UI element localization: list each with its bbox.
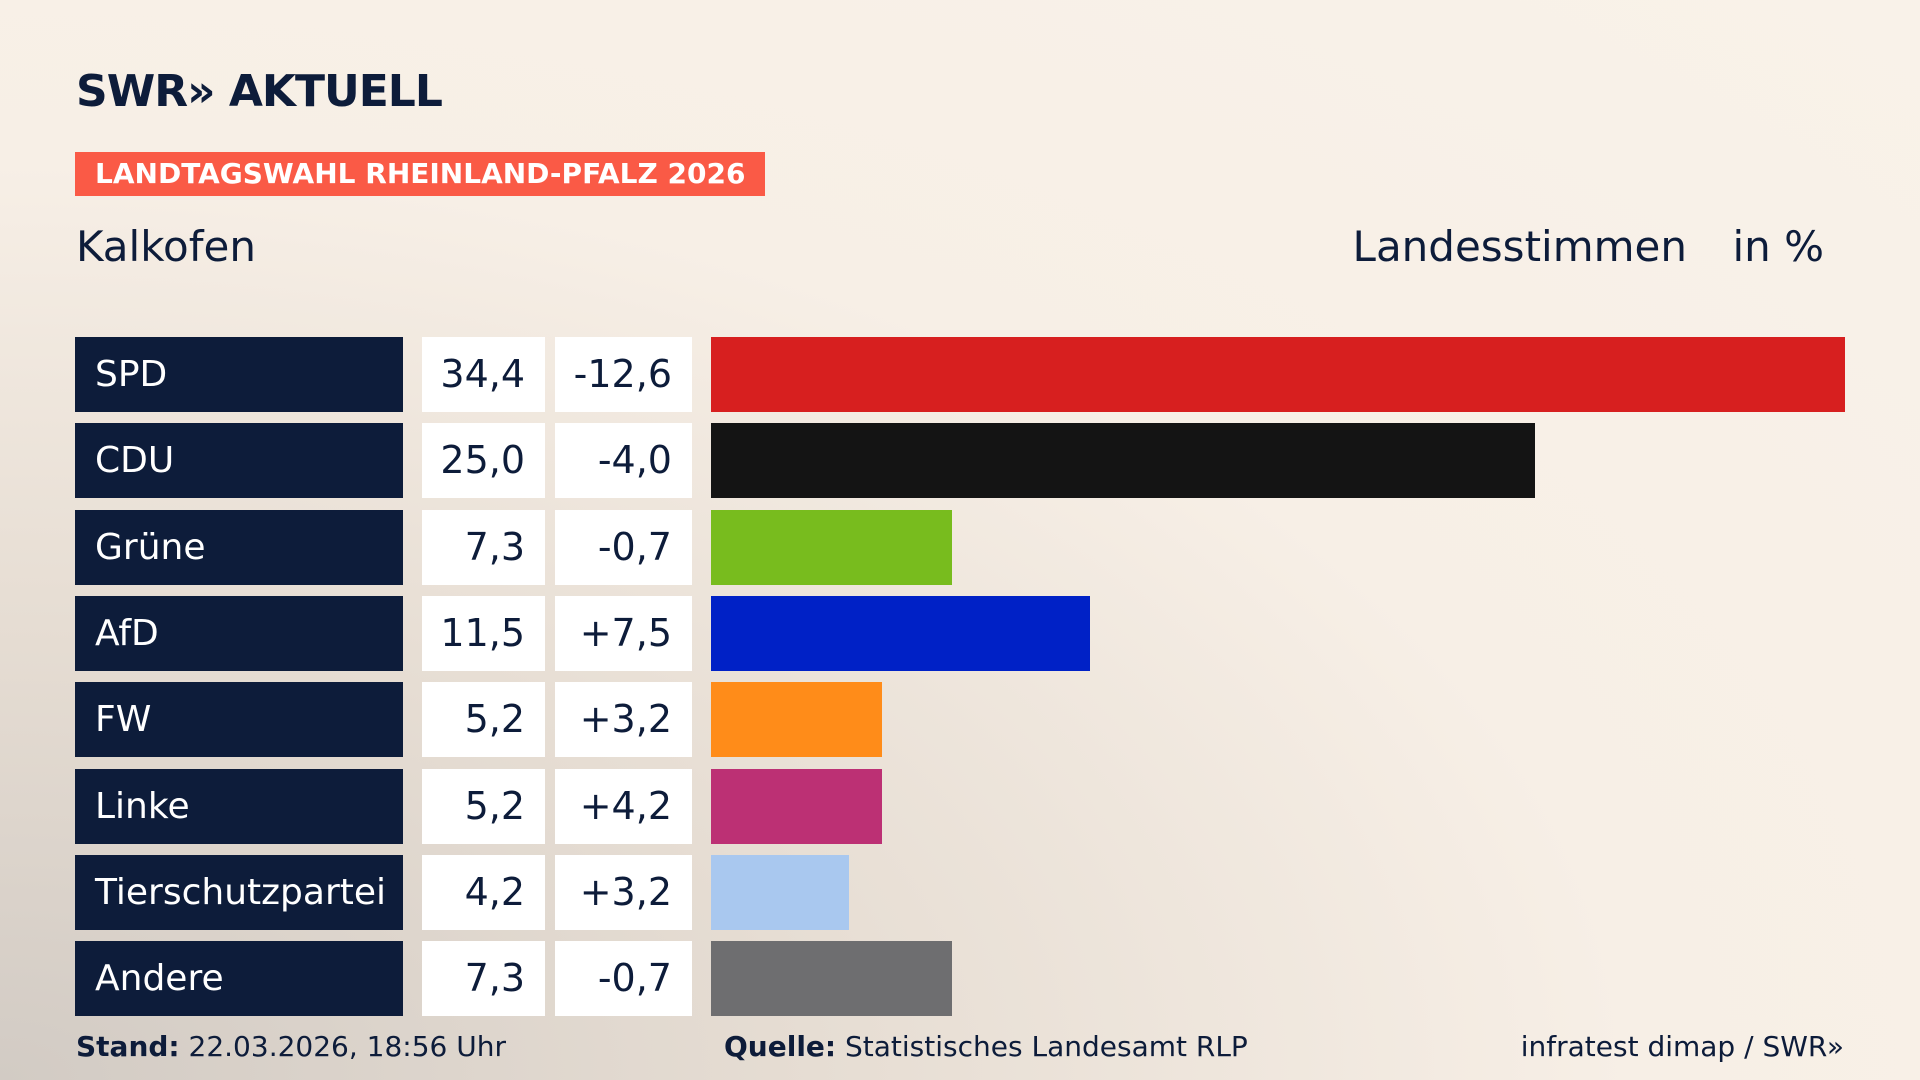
source-value: Statistisches Landesamt RLP <box>845 1030 1248 1063</box>
unit: in % <box>1732 222 1824 271</box>
change-label: +7,5 <box>555 595 692 671</box>
stand-label: Stand: <box>76 1030 180 1063</box>
value-label: 5,2 <box>422 682 545 758</box>
bar <box>711 423 1536 499</box>
bar <box>711 854 850 930</box>
change-label: +3,2 <box>555 854 692 930</box>
value-label: 5,2 <box>422 768 545 844</box>
change-label: -0,7 <box>555 509 692 585</box>
bar <box>711 768 883 844</box>
change-label: +4,2 <box>555 768 692 844</box>
party-name: FW <box>75 682 403 758</box>
change-label: -12,6 <box>555 337 692 412</box>
party-name: Linke <box>75 768 403 844</box>
change-label: -0,7 <box>555 941 692 1017</box>
tag: LANDTAGSWAHL RHEINLAND-PFALZ 2026 <box>75 152 766 196</box>
chart-title: Kalkofen <box>76 222 256 271</box>
change-label: +3,2 <box>555 682 692 758</box>
source: Quelle: Statistisches Landesamt RLP <box>724 1030 1248 1063</box>
value-label: 7,3 <box>422 509 545 585</box>
party-name: Grüne <box>75 509 403 585</box>
bar <box>711 941 952 1017</box>
party-name: AfD <box>75 595 403 671</box>
party-name: Andere <box>75 941 403 1017</box>
subtitle: Landesstimmen <box>1352 222 1687 271</box>
credit: infratest dimap / SWR» <box>1520 1030 1844 1063</box>
source-label: Quelle: <box>724 1030 837 1063</box>
stand: Stand: 22.03.2026, 18:56 Uhr <box>76 1030 506 1063</box>
value-label: 7,3 <box>422 941 545 1017</box>
bar <box>711 595 1091 671</box>
party-name: SPD <box>75 337 403 412</box>
party-name: Tierschutzpartei <box>75 854 403 930</box>
bar <box>711 337 1845 412</box>
party-name: CDU <box>75 423 403 499</box>
change-label: -4,0 <box>555 423 692 499</box>
stand-value: 22.03.2026, 18:56 Uhr <box>188 1030 506 1063</box>
value-label: 25,0 <box>422 423 545 499</box>
bar <box>711 682 883 758</box>
logo: SWR» AKTUELL <box>76 66 443 117</box>
bar <box>711 509 952 585</box>
value-label: 4,2 <box>422 854 545 930</box>
value-label: 11,5 <box>422 595 545 671</box>
value-label: 34,4 <box>422 337 545 412</box>
